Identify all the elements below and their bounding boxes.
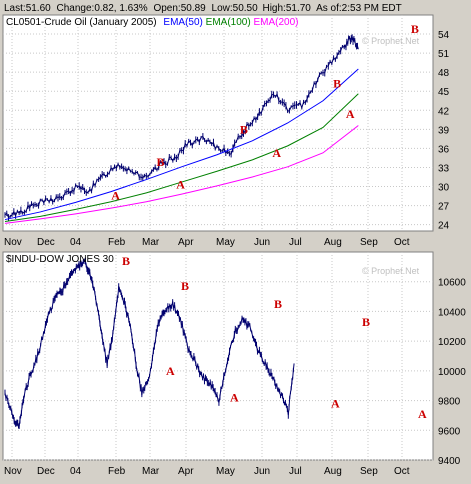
x-tick-label: Apr	[178, 466, 194, 477]
annotation-a: A	[176, 178, 185, 192]
dow-jones-annotations: B A B A B A B A	[122, 254, 427, 421]
annotation-a: A	[346, 107, 355, 121]
x-tick-label: Aug	[324, 466, 342, 477]
ema-line-ema200	[4, 125, 359, 224]
change-value: 0.82, 1.63%	[94, 3, 147, 14]
x-tick-label: Jun	[254, 237, 270, 248]
y-tick-label: 9600	[438, 426, 461, 437]
annotation-b: B	[156, 155, 164, 169]
quote-header: Last:51.60 Change:0.82, 1.63% Open:50.89…	[4, 3, 402, 14]
y-tick-label: 9800	[438, 397, 461, 408]
x-tick-label: Mar	[142, 237, 160, 248]
x-tick-label: Feb	[108, 466, 126, 477]
ema-line-ema100	[4, 93, 359, 222]
last-value: 51.60	[26, 3, 51, 14]
watermark-2: © Prophet.Net	[362, 266, 420, 276]
x-tick-label: 04	[70, 466, 82, 477]
crude-oil-grid	[3, 15, 433, 231]
dow-jones-title: $INDU-DOW JONES 30	[6, 254, 114, 265]
low-value: 50.50	[233, 3, 258, 14]
x-tick-label: Sep	[360, 237, 378, 248]
crude-oil-title: CL0501-Crude Oil (January 2005)	[6, 17, 157, 28]
dow-jones-series	[4, 257, 295, 429]
y-tick-label: 10000	[438, 367, 466, 378]
x-tick-label: Sep	[360, 466, 378, 477]
high-value: 51.70	[286, 3, 311, 14]
x-tick-label: Jul	[289, 466, 302, 477]
y-tick-label: 24	[438, 221, 450, 232]
change-label: Change:	[57, 3, 95, 14]
x-tick-label: Nov	[4, 466, 22, 477]
y-tick-label: 51	[438, 49, 450, 60]
ema-line-ema50	[4, 68, 359, 221]
x-tick-label: Nov	[4, 237, 22, 248]
annotation-b: B	[411, 22, 419, 36]
y-tick-label: 9400	[438, 456, 461, 467]
annotation-b: B	[333, 77, 341, 91]
x-tick-label: Dec	[37, 237, 55, 248]
low-label: Low:	[212, 3, 233, 14]
y-tick-label: 30	[438, 183, 450, 194]
x-tick-label: May	[216, 466, 235, 477]
annotation-a: A	[111, 188, 120, 202]
watermark: © Prophet.Net	[362, 36, 420, 46]
y-tick-label: 33	[438, 163, 450, 174]
annotation-b: B	[362, 315, 370, 329]
y-tick-label: 10200	[438, 337, 466, 348]
annotation-b: B	[181, 279, 189, 293]
crude-oil-y-axis: 24 27 30 33 36 39 42 45 48 51 54	[438, 30, 450, 232]
asof-value: 2:53 PM EDT	[342, 3, 402, 14]
dow-jones-y-axis: 9400 9600 9800 10000 10200 10400 10600	[438, 278, 466, 467]
annotation-a: A	[272, 146, 281, 160]
high-label: High:	[262, 3, 285, 14]
y-tick-label: 27	[438, 202, 450, 213]
x-tick-label: Oct	[394, 237, 410, 248]
y-tick-label: 10400	[438, 307, 466, 318]
crude-oil-series	[4, 34, 359, 224]
annotation-a: A	[166, 364, 175, 378]
x-tick-label: Mar	[142, 466, 160, 477]
x-tick-label: May	[216, 237, 235, 248]
legend-ema100: EMA(100)	[206, 17, 251, 28]
y-tick-label: 36	[438, 144, 450, 155]
x-tick-label: Feb	[108, 237, 126, 248]
x-tick-label: Jul	[289, 237, 302, 248]
open-value: 50.89	[181, 3, 206, 14]
open-label: Open:	[153, 3, 180, 14]
y-tick-label: 54	[438, 30, 450, 41]
price-line	[4, 258, 295, 428]
dow-jones-chart: 9400 9600 9800 10000 10200 10400 10600 © Proph…	[2, 251, 466, 467]
asof-label: As of:	[316, 3, 342, 14]
y-tick-label: 39	[438, 125, 450, 136]
x-tick-label: Apr	[178, 237, 194, 248]
y-tick-label: 10600	[438, 278, 466, 289]
annotation-a: A	[418, 407, 427, 421]
y-tick-label: 45	[438, 87, 450, 98]
legend-ema50: EMA(50)	[163, 17, 202, 28]
x-tick-label: 04	[70, 237, 82, 248]
annotation-a: A	[331, 397, 340, 411]
dow-jones-plot-area	[2, 251, 434, 461]
last-label: Last:	[4, 3, 26, 14]
x-tick-label: Dec	[37, 466, 55, 477]
annotation-b: B	[122, 254, 130, 268]
annotation-a: A	[230, 391, 239, 405]
dow-jones-x-axis: Nov Dec 04 Feb Mar Apr May Jun Jul Aug Sep Oct	[4, 466, 410, 477]
crude-oil-title-row: CL0501-Crude Oil (January 2005) EMA(50) …	[6, 17, 298, 28]
y-tick-label: 48	[438, 68, 450, 79]
x-tick-label: Jun	[254, 466, 270, 477]
y-tick-label: 42	[438, 106, 450, 117]
annotation-b: B	[240, 122, 248, 136]
annotation-b: B	[274, 297, 282, 311]
x-tick-label: Aug	[324, 237, 342, 248]
legend-ema200: EMA(200)	[253, 17, 298, 28]
crude-oil-plot-area	[2, 14, 434, 232]
crude-oil-x-axis: Nov Dec 04 Feb Mar Apr May Jun Jul Aug Sep Oct	[4, 237, 410, 248]
x-tick-label: Oct	[394, 466, 410, 477]
price-line	[4, 35, 359, 219]
